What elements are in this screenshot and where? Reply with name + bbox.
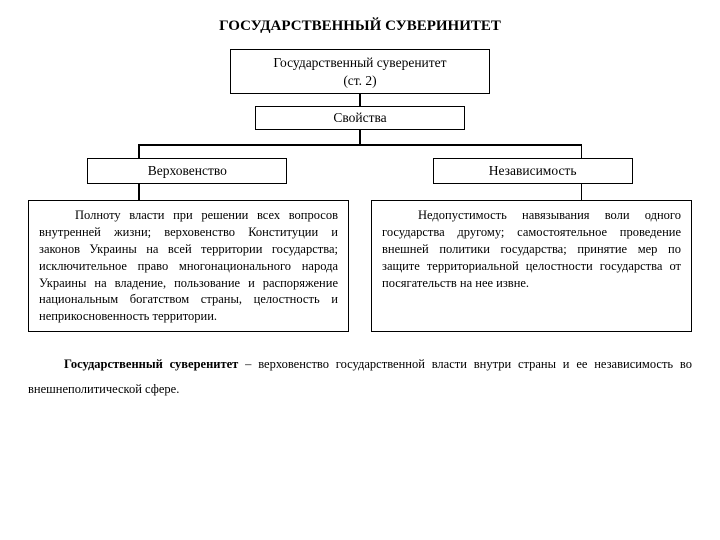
- branch-left: Верховенство: [28, 158, 347, 184]
- connector-left-to-desc: [138, 184, 140, 200]
- connector-right-down: [581, 144, 583, 158]
- top-box: Государственный суверенитет (ст. 2): [230, 49, 490, 94]
- right-heading-box: Независимость: [433, 158, 633, 184]
- connector-horizontal: [138, 144, 582, 146]
- right-desc-box: Недопустимость навязывания воли одного г…: [371, 200, 692, 332]
- definition: Государственный суверенитет – верховенст…: [28, 352, 692, 402]
- connector-top-to-prop: [359, 94, 361, 106]
- top-box-line1: Государственный суверенитет: [241, 54, 479, 72]
- right-desc-text: Недопустимость навязывания воли одного г…: [382, 207, 681, 291]
- connector-prop-down: [359, 130, 361, 144]
- branch-right: Независимость: [373, 158, 692, 184]
- left-desc-text: Полноту власти при решении всех вопросов…: [39, 207, 338, 325]
- left-desc-box: Полноту власти при решении всех вопросов…: [28, 200, 349, 332]
- connector-left-down: [138, 144, 140, 158]
- properties-box: Свойства: [255, 106, 465, 130]
- top-box-line2: (ст. 2): [241, 72, 479, 90]
- left-heading-box: Верховенство: [87, 158, 287, 184]
- definition-term: Государственный суверенитет: [64, 357, 238, 371]
- page-title: ГОСУДАРСТВЕННЫЙ СУВЕРИНИТЕТ: [28, 18, 692, 35]
- connector-right-to-desc: [581, 184, 583, 200]
